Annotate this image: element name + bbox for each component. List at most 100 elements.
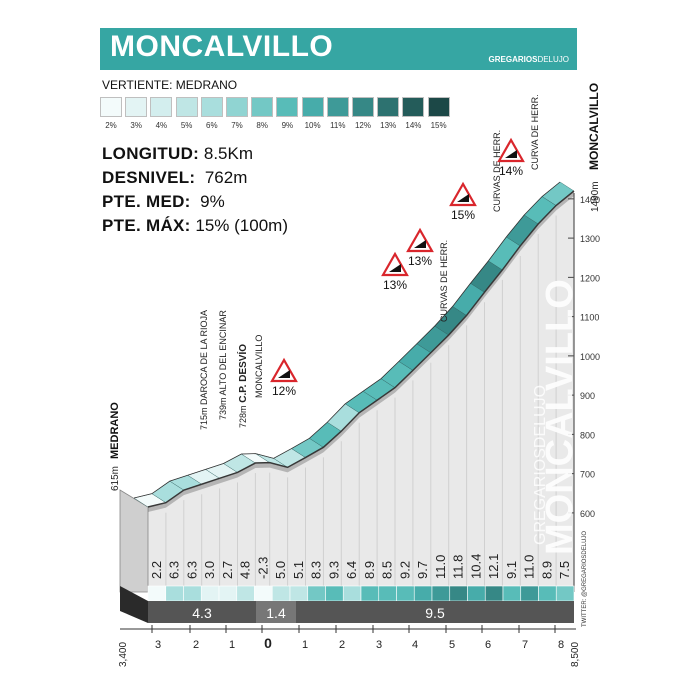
scale-swatch <box>276 97 299 117</box>
distance-label: 5 <box>449 639 455 651</box>
profile-area <box>148 191 574 592</box>
segment-gradient-label: 5.0 <box>273 561 288 579</box>
distance-label: 1 <box>229 639 235 651</box>
scale-swatch <box>301 97 324 117</box>
waypoint-text: CURVAS DE HERR. <box>492 130 502 212</box>
base-side <box>120 586 148 623</box>
segment-gradient-label: 9.3 <box>326 561 341 579</box>
y-tick-label: 800 <box>580 430 595 440</box>
stat-elevation-gain: DESNIVEL: 762m <box>102 168 248 187</box>
scale-label: 6% <box>206 121 218 130</box>
y-tick-label: 1400 <box>580 195 600 205</box>
title-banner: MONCALVILLO GREGARIOSDELUJO <box>100 28 577 70</box>
segment-gradient-label: 10.4 <box>468 554 483 579</box>
segment-gradient-label: 4.8 <box>238 561 253 579</box>
waypoint-text: CURVA DE HERR. <box>530 94 540 170</box>
gradient-strip <box>147 585 167 602</box>
y-tick-label: 600 <box>580 509 595 519</box>
y-tick-label: 900 <box>580 391 595 401</box>
page-title: MONCALVILLO <box>110 30 334 63</box>
section-label: 9.5 <box>425 605 445 621</box>
distance-label: 4 <box>412 639 418 651</box>
scale-label: 13% <box>380 121 397 130</box>
gradient-strip <box>484 585 504 602</box>
segment-gradient-label: 2.2 <box>149 561 164 579</box>
segment-gradient-label: 8.9 <box>539 561 554 579</box>
summit-elevation: 1490m <box>590 181 601 212</box>
grade-sign-label: 13% <box>383 278 407 292</box>
segment-gradient-label: 6.4 <box>344 561 359 579</box>
grade-wedge-icon <box>278 370 290 378</box>
gradient-strip <box>289 585 309 602</box>
gradient-strip <box>396 585 415 602</box>
distance-label: 3 <box>376 639 382 651</box>
scale-swatch <box>427 97 450 117</box>
scale-swatch <box>150 97 173 117</box>
segment-gradient-label: 12.1 <box>486 554 501 579</box>
gradient-strip <box>254 585 273 602</box>
scale-label: 14% <box>405 121 422 130</box>
waypoint-label: 739m ALTO DEL ENCINAR <box>218 310 228 420</box>
distance-label: 0 <box>264 635 272 651</box>
segment-gradient-label: -2.3 <box>255 557 270 579</box>
segment-gradient-label: 11.0 <box>522 555 537 579</box>
section-band-mid <box>256 601 296 623</box>
gradient-strip <box>218 585 238 602</box>
gradient-strip <box>325 585 344 602</box>
grade-sign-label: 12% <box>272 384 296 398</box>
vertiente-label: VERTIENTE: MEDRANO <box>102 78 238 92</box>
scale-label: 11% <box>330 121 346 130</box>
waypoint-text: 728m <box>238 405 248 428</box>
segment-gradient-label: 9.1 <box>504 561 519 579</box>
start-elevation: 615m <box>110 466 121 491</box>
section-label: 1.4 <box>266 605 286 621</box>
watermark-title: MONCALVILLO <box>539 279 581 555</box>
segment-gradient-label: 9.2 <box>397 561 412 579</box>
section-label: 4.3 <box>192 605 212 621</box>
scale-label: 12% <box>354 121 371 130</box>
stat-average-gradient: PTE. MED: 9% <box>102 192 225 211</box>
side-block <box>119 489 149 593</box>
y-tick-label: 1100 <box>580 313 599 323</box>
scale-swatch <box>352 97 374 117</box>
scale-swatch <box>226 97 248 117</box>
distance-label: 2 <box>339 639 345 651</box>
waypoint-text: 739m ALTO DEL ENCINAR <box>218 310 228 420</box>
start-name: MEDRANO <box>109 402 121 459</box>
scale-label: 2% <box>105 121 117 130</box>
grade-sign-label: 13% <box>408 254 432 268</box>
distance-label: 6 <box>485 639 491 651</box>
segment-gradient-label: 7.5 <box>557 561 572 579</box>
gradient-strip <box>307 585 326 602</box>
profile-top-line <box>133 181 561 499</box>
scale-label: 9% <box>281 121 294 130</box>
waypoint-text: CURVAS DE HERR. <box>439 240 449 322</box>
gradient-strip <box>502 585 522 602</box>
y-tick-label: 1000 <box>580 352 600 362</box>
gradient-strip <box>165 585 184 602</box>
section-band <box>148 601 574 623</box>
gradient-strip <box>538 585 557 602</box>
scale-swatch <box>377 97 400 117</box>
y-tick-label: 700 <box>580 470 595 480</box>
watermark-brand: GREGARIOSDELUJO <box>532 385 549 545</box>
y-tick-label: 1300 <box>580 234 600 244</box>
stat-length: LONGITUD: 8.5Km <box>102 144 254 163</box>
scale-swatch <box>175 97 198 117</box>
scale-swatch <box>200 97 223 117</box>
start-distance: 3,400 <box>118 642 129 667</box>
scale-label: 5% <box>180 121 193 130</box>
waypoint-label: 715m DAROCA DE LA RIOJA <box>199 310 209 430</box>
grade-wedge-icon <box>505 150 517 158</box>
gradient-strip <box>555 585 575 602</box>
segment-gradient-label: 9.7 <box>415 561 430 579</box>
grade-sign-label: 15% <box>451 208 475 222</box>
gradient-strip <box>236 585 255 602</box>
segment-gradient-label: 2.7 <box>220 561 235 579</box>
segment-gradient-label: 6.3 <box>167 561 182 579</box>
summit-name: MONCALVILLO <box>587 83 601 170</box>
segment-gradient-label: 11.8 <box>451 555 466 579</box>
distance-label: 3 <box>155 639 161 651</box>
distance-label: 7 <box>522 639 528 651</box>
